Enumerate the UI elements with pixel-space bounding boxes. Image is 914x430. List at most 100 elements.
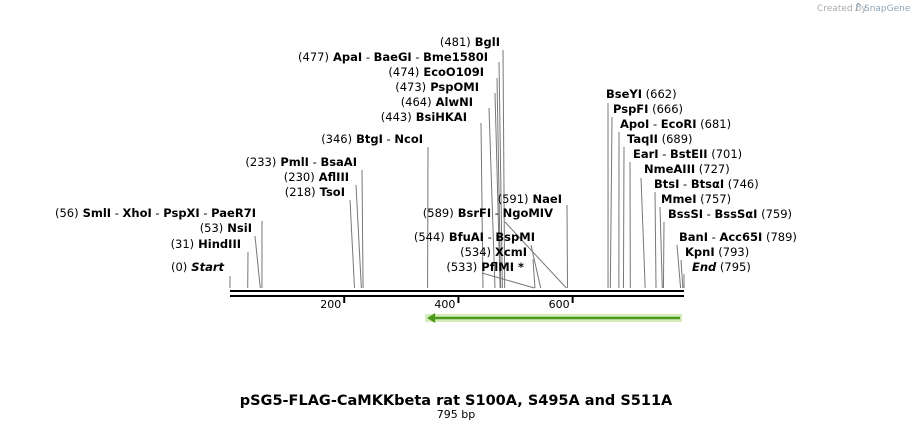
enzyme-name: NmeAIII [644,162,695,176]
cut-site-label[interactable]: ApoI - EcoRI (681) [620,117,731,131]
cut-site-position: - [200,206,211,220]
cut-site-line [622,146,625,289]
cut-site-position: (727) [695,162,730,176]
map-length: 795 bp [437,408,475,421]
cut-site-line [532,258,536,289]
cut-site-label[interactable]: (544) BfuAI - BspMI [414,230,535,244]
cut-site-position: (233) [245,155,276,169]
cut-site-label[interactable]: (0) Start [171,260,225,274]
cut-site-position: (591) [498,192,529,206]
sequence-end-label: End [692,260,717,274]
cut-site-label[interactable]: (56) SmlI - XhoI - PspXI - PaeR7I [55,206,256,220]
cut-site-label[interactable]: MmeI (757) [661,192,731,206]
cut-site-label[interactable]: BanI - Acc65I (789) [679,230,797,244]
cut-site-line [480,122,484,289]
cut-site-label[interactable]: (346) BtgI - NcoI [321,132,423,146]
cut-site-line [680,259,684,289]
cut-site-position: (681) [697,117,732,131]
enzyme-name: PspOMI [426,80,479,94]
enzyme-name: BsiHKAI [412,110,467,124]
cut-site-position: - [659,147,670,161]
cut-site-position: (230) [284,170,315,184]
cut-site-label[interactable]: (464) AlwNI [401,95,473,109]
ruler-tick-label: 200 [320,298,341,311]
cut-site-position: (474) [388,65,419,79]
snapgene-logo-icon [855,2,862,12]
enzyme-name: XcmI [491,245,527,259]
cut-site-line [530,244,542,289]
cut-site-label[interactable]: (233) PmlI - BsaAI [245,155,357,169]
cut-site-label[interactable]: BtsI - BtsαI (746) [654,177,759,191]
cut-site-position: (31) [171,237,195,251]
cut-site-label[interactable]: (481) BglI [440,35,500,49]
enzyme-name: AflIII [315,170,349,184]
cut-site-label[interactable]: NmeAIII (727) [644,162,730,176]
ruler-tick-label: 400 [434,298,455,311]
cut-site-label[interactable]: PspFI (666) [613,102,683,116]
enzyme-name: NgoMIV [503,206,553,220]
cut-site-position: (0) [171,260,187,274]
cut-site-line [254,235,261,289]
cut-site-line [609,116,613,289]
cut-site-lines [229,49,685,289]
feature-arrow [425,313,682,323]
enzyme-name: BssSαI [715,207,758,221]
cut-site-label[interactable]: KpnI (793) [685,245,749,259]
cut-site-position: (533) [446,260,477,274]
enzyme-name: NaeI [529,192,562,206]
enzyme-name: BtsαI [691,177,724,191]
enzyme-name: HindIII [194,237,241,251]
cut-site-label[interactable]: (230) AflIII [284,170,349,184]
cut-site-position: (689) [658,132,693,146]
cut-site-line [496,77,502,289]
enzyme-name: EcoO109I [419,65,484,79]
cut-site-position: - [484,230,495,244]
cut-site-label[interactable]: BssSI - BssSαI (759) [668,207,792,221]
cut-site-position: (666) [648,102,683,116]
cut-site-label[interactable]: (533) PflMI * [446,260,524,274]
cut-site-label[interactable]: (477) ApaI - BaeGI - Bme1580I [298,50,488,64]
cut-site-position: (53) [200,221,224,235]
cut-site-position: (701) [708,147,743,161]
cut-site-label[interactable]: TaqII (689) [627,132,693,146]
cut-site-label[interactable]: (31) HindIII [171,237,241,251]
cut-site-position: - [491,206,502,220]
cut-site-label[interactable]: (218) TsoI [285,185,345,199]
cut-site-label[interactable]: End (795) [692,260,751,274]
cut-site-position: (795) [716,260,751,274]
enzyme-name: ApaI [329,50,362,64]
enzyme-name: BanI [679,230,708,244]
cut-site-label[interactable]: (53) NsiI [200,221,252,235]
cut-site-label[interactable]: (443) BsiHKAI [381,110,467,124]
cut-site-label[interactable]: EarI - BstEII (701) [633,147,742,161]
cut-site-position: (473) [395,80,426,94]
enzyme-name: PmlI [276,155,309,169]
cut-site-line [504,221,567,289]
cut-site-label[interactable]: (591) NaeI [498,192,562,206]
cut-site-label[interactable]: (589) BsrFI - NgoMIV [423,206,553,220]
cut-site-position: - [111,206,122,220]
cut-site-line [659,206,663,289]
enzyme-name: BtgI [352,132,383,146]
enzyme-name: NcoI [394,132,423,146]
map-title: pSG5-FLAG-CaMKKbeta rat S100A, S495A and… [240,393,673,409]
cut-site-label[interactable]: BseYI (662) [606,87,677,101]
cut-site-line [355,184,362,289]
cut-site-position: (346) [321,132,352,146]
cut-site-label[interactable]: (534) XcmI [460,245,527,259]
enzyme-name: EcoRI [661,117,697,131]
enzyme-name: MmeI [661,192,697,206]
enzyme-name: BseYI [606,87,642,101]
snapgene-brand: Created by SnapGene [817,2,911,14]
enzyme-name: BssSI [668,207,703,221]
cut-site-position: (793) [715,245,750,259]
cut-site-position: (662) [642,87,677,101]
cut-site-label[interactable]: (473) PspOMI [395,80,479,94]
cut-site-label[interactable]: (474) EcoO109I [388,65,484,79]
cut-site-position: - [412,50,423,64]
cut-site-line [640,177,646,289]
cut-site-position: (759) [757,207,792,221]
cut-site-position: - [708,230,719,244]
enzyme-name: BaeGI [374,50,412,64]
cut-site-position: (544) [414,230,445,244]
